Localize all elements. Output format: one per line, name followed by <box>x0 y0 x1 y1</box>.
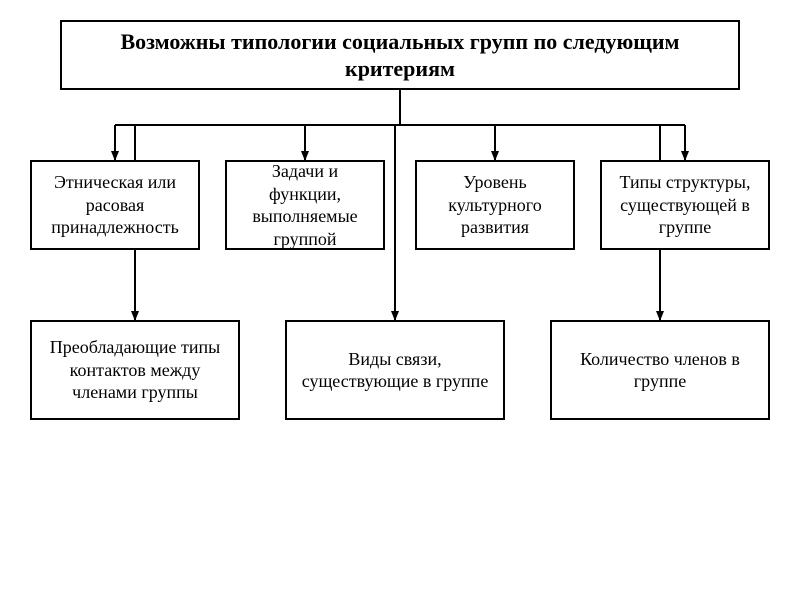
child-node-count: Количество членов в группе <box>550 320 770 420</box>
child-node-culture: Уровень культурного развития <box>415 160 575 250</box>
child-node-contacts: Преобладающие типы контактов между члена… <box>30 320 240 420</box>
child-node-links: Виды связи, существующие в группе <box>285 320 505 420</box>
child-node-structure: Типы структуры, существующей в группе <box>600 160 770 250</box>
child-node-tasks: Задачи и функции, выполняемые группой <box>225 160 385 250</box>
child-node-ethnic: Этническая или расовая принадлежность <box>30 160 200 250</box>
diagram-canvas: Возможны типологии социальных групп по с… <box>0 0 800 600</box>
root-node: Возможны типологии социальных групп по с… <box>60 20 740 90</box>
edge-layer <box>0 0 800 600</box>
